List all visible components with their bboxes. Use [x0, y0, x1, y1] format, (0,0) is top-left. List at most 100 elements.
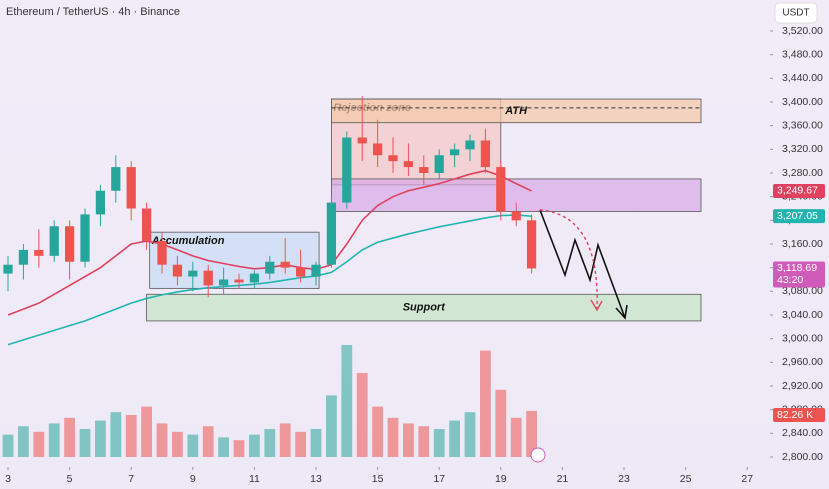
y-tick-label: 3,360.00: [782, 119, 823, 131]
candle-body: [234, 279, 244, 283]
volume-bar: [79, 429, 91, 457]
candle-body: [3, 264, 13, 274]
price-label: 3,118.69: [777, 262, 817, 274]
volume-bar: [95, 420, 106, 457]
volume-bar: [433, 429, 445, 457]
projection-arrow: [539, 209, 626, 319]
price-label: 3,207.05: [777, 210, 818, 222]
y-tick-label: 3,400.00: [782, 96, 823, 108]
volume-bar: [449, 420, 460, 457]
candle-body: [203, 270, 213, 286]
volume-bar: [526, 410, 537, 457]
candle-body: [249, 273, 260, 283]
price-label-box: [773, 209, 825, 224]
volume-bar: [172, 431, 183, 457]
y-tick-label: 3,160.00: [782, 238, 823, 250]
y-tick-label: 3,280.00: [782, 167, 823, 179]
volume-bar: [156, 423, 168, 457]
y-tick-label: 2,920.00: [782, 380, 823, 392]
volume-bar: [33, 431, 45, 457]
volume-bar: [480, 350, 491, 457]
candle-body: [280, 261, 290, 268]
x-tick-label: 21: [557, 473, 569, 485]
y-tick-label: 3,320.00: [782, 143, 823, 155]
volume-bar: [464, 412, 476, 457]
candle-body: [295, 267, 306, 277]
y-tick-label: 2,840.00: [782, 427, 823, 439]
x-tick-label: 15: [372, 473, 384, 485]
volume-bar: [356, 373, 368, 457]
y-tick-label: 3,080.00: [782, 285, 823, 297]
moving-average: [7, 214, 532, 346]
y-tick-label: 3,480.00: [782, 48, 823, 60]
volume-label-box: [773, 408, 825, 422]
volume-bar: [218, 437, 229, 457]
volume-bar: [2, 434, 14, 457]
x-tick-label: 11: [249, 473, 260, 485]
arrow-head: [590, 299, 603, 312]
volume-bar: [64, 417, 75, 457]
y-tick-label: 2,960.00: [782, 356, 823, 368]
candle-body: [480, 140, 491, 168]
volume-bar: [18, 426, 29, 457]
candle-body: [141, 208, 152, 242]
price-label: 3,249.67: [777, 185, 818, 197]
x-tick-label: 19: [495, 473, 507, 485]
currency: USDT: [782, 8, 809, 19]
candle-body: [326, 202, 337, 265]
x-tick-label: 5: [67, 473, 73, 485]
candle-body: [188, 270, 198, 277]
x-tick-label: 7: [128, 473, 134, 485]
candle-body: [526, 220, 537, 269]
candle-body: [80, 214, 90, 262]
event-icon[interactable]: [530, 447, 546, 463]
y-tick-label: 3,440.00: [782, 72, 823, 84]
zone-label: ATH: [504, 105, 528, 117]
arrow-head: [615, 304, 628, 320]
x-tick-label: 23: [618, 473, 630, 485]
candle-body: [403, 161, 414, 168]
candle-body: [372, 143, 383, 156]
candle-body: [465, 140, 475, 150]
volume-bar: [310, 429, 322, 457]
price-label-box: [773, 183, 825, 198]
candle-body: [172, 264, 183, 277]
x-tick-label: 13: [310, 473, 322, 485]
candle-body: [511, 211, 521, 221]
candle-body: [311, 264, 321, 277]
volume-bar: [110, 412, 122, 457]
y-tick-label: 2,800.00: [782, 451, 823, 463]
volume-bar: [264, 429, 276, 457]
volume-bar: [372, 406, 383, 457]
candle-body: [434, 155, 444, 173]
x-tick-label: 27: [741, 473, 753, 485]
candle-body: [111, 167, 121, 191]
x-tick-label: 9: [190, 473, 196, 485]
price-label-box: [773, 261, 825, 288]
y-tick-label: 3,040.00: [782, 309, 823, 321]
x-tick-label: 17: [433, 473, 445, 485]
zone: [146, 293, 702, 322]
y-tick-label: 3,000.00: [782, 332, 823, 344]
volume-bar: [418, 426, 430, 457]
candle-body: [265, 261, 275, 274]
candle-body: [34, 249, 44, 256]
volume-bar: [48, 423, 60, 457]
chart-title: Ethereum / TetherUS · 4h · Binance: [6, 6, 180, 18]
volume-bar: [403, 423, 414, 457]
volume-bar: [341, 345, 353, 457]
candle-body: [64, 226, 75, 262]
zone-label: Support: [403, 302, 446, 314]
volume-bar: [249, 434, 260, 457]
volume-bar: [495, 389, 507, 457]
volume-bar: [233, 440, 245, 457]
volume-bar: [295, 431, 306, 457]
candle-body: [157, 241, 167, 265]
candle-body: [218, 279, 229, 286]
candle-body: [496, 167, 506, 212]
candle-body: [49, 226, 59, 256]
volume-bar: [125, 415, 137, 457]
candle-body: [18, 249, 29, 265]
y-tick-label: 3,520.00: [782, 25, 823, 37]
